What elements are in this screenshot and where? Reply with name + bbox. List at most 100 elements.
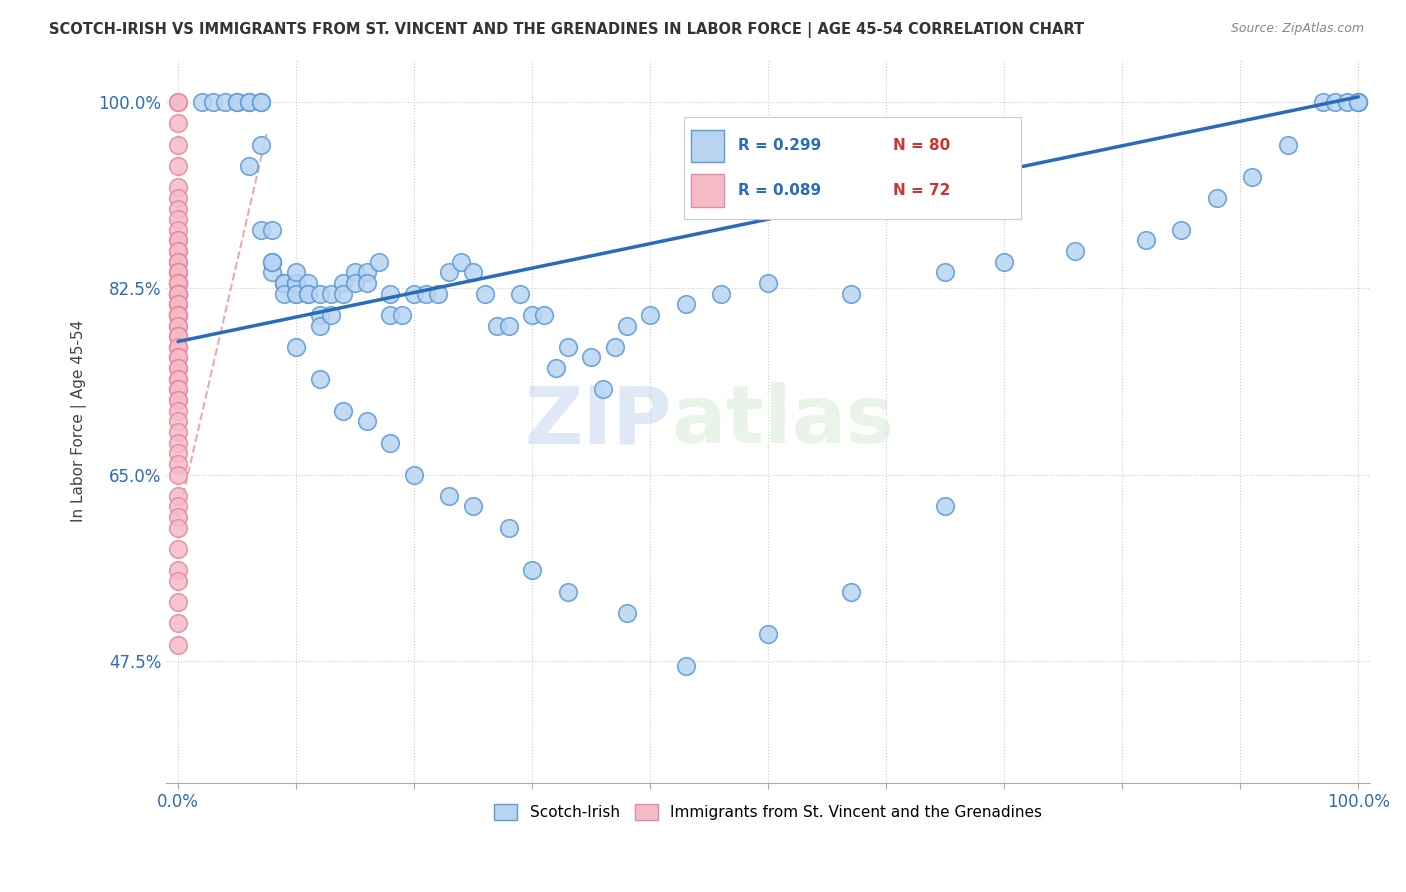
Point (167, 234, 190, 248)
Point (332, 403, 354, 417)
Point (167, 351, 190, 365)
Point (167, 265, 190, 279)
Point (498, 521, 520, 535)
Point (167, 446, 190, 460)
Point (404, 286, 426, 301)
Text: ZIP: ZIP (524, 383, 672, 460)
Point (167, 616, 190, 631)
Point (167, 297, 190, 311)
Point (167, 244, 190, 259)
Text: SCOTCH-IRISH VS IMMIGRANTS FROM ST. VINCENT AND THE GRENADINES IN LABOR FORCE | : SCOTCH-IRISH VS IMMIGRANTS FROM ST. VINC… (49, 22, 1084, 38)
Point (167, 574, 190, 588)
Point (1205, 191, 1227, 205)
Point (509, 286, 531, 301)
Point (321, 308, 343, 322)
Point (167, 286, 190, 301)
Point (332, 276, 354, 290)
Point (167, 340, 190, 354)
Point (285, 276, 308, 290)
Point (934, 500, 956, 514)
Point (167, 329, 190, 343)
Point (167, 297, 190, 311)
Point (603, 340, 626, 354)
Point (167, 191, 190, 205)
Point (1241, 169, 1264, 184)
Y-axis label: In Labor Force | Age 45-54: In Labor Force | Age 45-54 (72, 320, 87, 523)
Point (308, 372, 330, 386)
Point (167, 318, 190, 333)
Point (1312, 95, 1334, 110)
Point (167, 95, 190, 110)
Point (756, 627, 779, 641)
Point (167, 234, 190, 248)
Point (710, 286, 733, 301)
Point (167, 541, 190, 556)
Point (167, 95, 190, 110)
Point (167, 414, 190, 428)
Point (380, 286, 402, 301)
Point (426, 286, 449, 301)
Point (249, 223, 271, 237)
Point (167, 500, 190, 514)
Point (167, 202, 190, 216)
Point (404, 467, 426, 482)
Point (167, 286, 190, 301)
Point (638, 308, 661, 322)
Point (544, 361, 567, 376)
Point (167, 137, 190, 152)
Point (249, 95, 271, 110)
Point (1347, 95, 1369, 110)
Point (167, 276, 190, 290)
Point (1064, 244, 1087, 259)
Point (1336, 95, 1358, 110)
Point (238, 159, 260, 173)
Point (756, 276, 779, 290)
Point (415, 286, 437, 301)
Point (238, 95, 260, 110)
Point (167, 276, 190, 290)
Point (616, 606, 638, 620)
Point (167, 435, 190, 450)
Legend: Scotch-Irish, Immigrants from St. Vincent and the Grenadines: Scotch-Irish, Immigrants from St. Vincen… (488, 797, 1047, 826)
Point (461, 500, 484, 514)
Point (592, 383, 614, 397)
Point (262, 254, 284, 268)
Point (308, 318, 330, 333)
Point (356, 414, 378, 428)
Point (167, 563, 190, 577)
Point (167, 265, 190, 279)
Point (167, 329, 190, 343)
Point (167, 308, 190, 322)
Point (167, 276, 190, 290)
Point (993, 254, 1015, 268)
Point (344, 276, 367, 290)
Point (285, 276, 308, 290)
Point (262, 254, 284, 268)
Point (1170, 223, 1192, 237)
Point (461, 265, 484, 279)
Point (485, 318, 508, 333)
Point (167, 308, 190, 322)
Point (167, 308, 190, 322)
Point (167, 489, 190, 503)
Point (308, 308, 330, 322)
Point (167, 297, 190, 311)
Point (214, 95, 236, 110)
Point (167, 276, 190, 290)
Point (380, 435, 402, 450)
Point (356, 265, 378, 279)
Point (297, 286, 319, 301)
Point (391, 308, 413, 322)
Point (167, 254, 190, 268)
Point (474, 286, 496, 301)
Point (167, 392, 190, 407)
Point (273, 286, 295, 301)
Point (557, 340, 579, 354)
Point (167, 361, 190, 376)
Point (167, 212, 190, 227)
Point (439, 265, 461, 279)
Point (167, 254, 190, 268)
Point (249, 137, 271, 152)
Point (167, 340, 190, 354)
Point (167, 244, 190, 259)
